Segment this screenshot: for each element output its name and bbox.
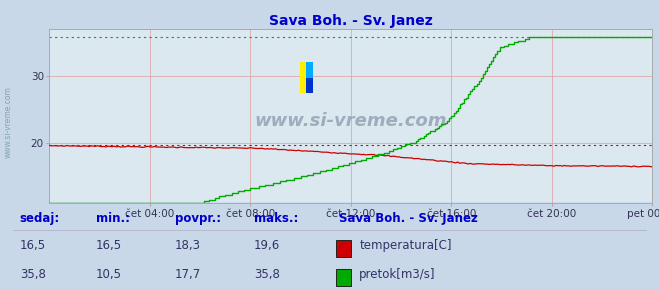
Text: www.si-vreme.com: www.si-vreme.com [3, 86, 13, 158]
Bar [336, 269, 351, 286]
Text: 35,8: 35,8 [254, 268, 279, 281]
Bar [306, 78, 313, 93]
Text: sedaj:: sedaj: [20, 212, 60, 225]
Text: 35,8: 35,8 [20, 268, 45, 281]
Text: povpr.:: povpr.: [175, 212, 221, 225]
Title: Sava Boh. - Sv. Janez: Sava Boh. - Sv. Janez [269, 14, 433, 28]
Bar [300, 62, 313, 93]
Text: 19,6: 19,6 [254, 239, 280, 252]
Text: min.:: min.: [96, 212, 130, 225]
Bar [336, 240, 351, 257]
Text: pretok[m3/s]: pretok[m3/s] [359, 268, 436, 281]
Text: www.si-vreme.com: www.si-vreme.com [254, 112, 447, 130]
Text: temperatura[C]: temperatura[C] [359, 239, 451, 252]
Text: maks.:: maks.: [254, 212, 298, 225]
Bar [306, 62, 313, 78]
Text: 16,5: 16,5 [20, 239, 46, 252]
Text: 10,5: 10,5 [96, 268, 121, 281]
Text: Sava Boh. - Sv. Janez: Sava Boh. - Sv. Janez [339, 212, 478, 225]
Text: 17,7: 17,7 [175, 268, 201, 281]
Text: 18,3: 18,3 [175, 239, 200, 252]
Text: 16,5: 16,5 [96, 239, 122, 252]
